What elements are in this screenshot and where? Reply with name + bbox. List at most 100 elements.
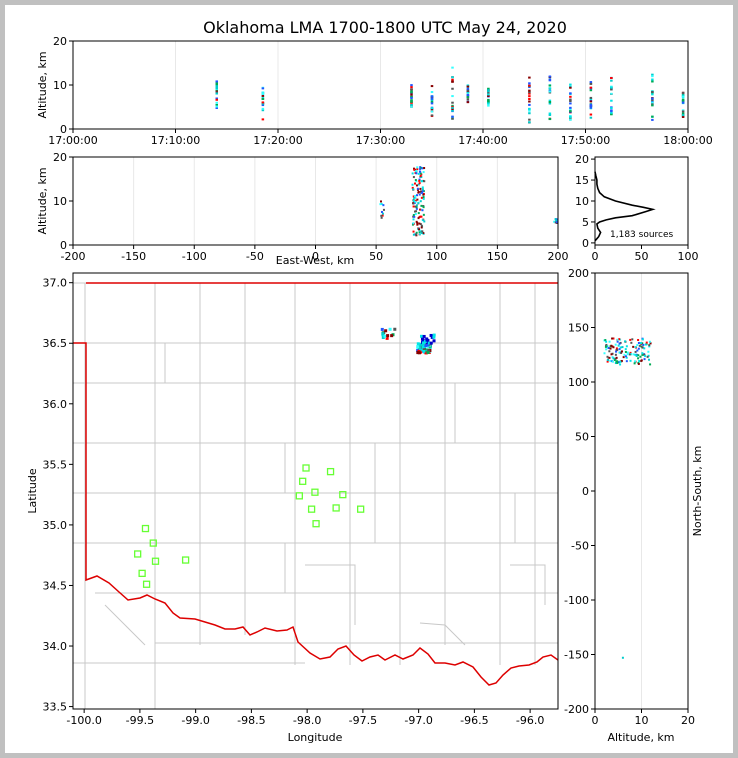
map-source-point	[419, 334, 423, 338]
ns-height-point	[620, 359, 623, 362]
ew-height-xtick: 200	[548, 250, 569, 263]
time-height-point	[681, 112, 685, 115]
time-height-point	[528, 89, 531, 92]
time-height-point	[548, 100, 552, 103]
time-height-ytick: 0	[60, 123, 67, 136]
ns-height-xtick: 10	[635, 714, 649, 727]
ew-height-point	[416, 188, 419, 191]
ns-height-point	[638, 344, 641, 347]
ew-height-point	[420, 226, 423, 229]
time-height-point	[610, 92, 613, 95]
ns-height-ytick: -50	[571, 540, 589, 553]
time-height-point	[651, 73, 654, 76]
time-height-point	[681, 110, 685, 113]
time-height-point	[451, 80, 454, 83]
ew-height-point	[421, 190, 424, 193]
time-height-point	[487, 92, 490, 95]
ns-height-point	[636, 349, 639, 352]
ew-height-point	[555, 221, 558, 224]
time-height-point	[651, 101, 654, 104]
ew-height-point	[413, 168, 416, 171]
ns-height-point	[616, 348, 619, 351]
time-height-point	[215, 80, 218, 83]
time-height-point	[528, 112, 531, 115]
time-height-point	[589, 103, 593, 106]
station-marker	[302, 464, 310, 472]
time-height-point	[487, 90, 490, 93]
time-height-point	[569, 86, 572, 89]
ew-height-point	[421, 180, 424, 183]
ns-height-point	[617, 361, 620, 364]
map-source-point	[429, 341, 433, 345]
ew-height-point	[422, 179, 425, 182]
ns-height-xtick: 20	[681, 714, 695, 727]
ns-height-point	[640, 359, 643, 362]
time-height-point	[651, 75, 654, 78]
ew-height-point	[419, 200, 422, 203]
time-height-point	[466, 94, 470, 97]
ew-height-ylabel: Altitude, km	[36, 167, 49, 234]
ew-height-point	[419, 187, 422, 190]
map-xtick: -96.5	[460, 714, 488, 727]
time-height-point	[569, 83, 572, 86]
time-height-point	[466, 101, 470, 104]
ns-height-point	[613, 359, 616, 362]
ns-height-point	[637, 357, 640, 360]
ns-height-point	[606, 355, 609, 358]
ew-height-point	[419, 167, 422, 170]
ew-height-point	[414, 200, 417, 203]
ew-height-xtick: 0	[312, 250, 319, 263]
ew-height-point	[415, 231, 418, 234]
ns-height-point	[646, 355, 649, 358]
ew-height-point	[554, 218, 557, 221]
ew-height-point	[414, 210, 417, 213]
figure-canvas: Oklahoma LMA 1700-1800 UTC May 24, 2020 …	[26, 18, 713, 744]
time-height-xtick: 17:40:00	[458, 134, 507, 147]
ns-height-point	[615, 347, 618, 350]
ns-height-point	[642, 343, 645, 346]
ew-height-point	[419, 170, 422, 173]
ew-height-xtick: 50	[369, 250, 383, 263]
ns-height-point	[643, 358, 646, 361]
time-height-point	[451, 107, 454, 110]
time-height-point	[589, 97, 593, 100]
map-ytick: 35.5	[43, 458, 68, 471]
time-height-point	[651, 90, 654, 93]
ew-height-point	[421, 186, 424, 189]
time-height-point	[466, 85, 470, 88]
station-marker	[311, 488, 319, 496]
ns-height-point	[626, 351, 629, 354]
ns-height-point	[605, 343, 608, 346]
time-height-point	[410, 84, 413, 87]
ew-height-point	[421, 167, 424, 170]
time-height-point	[528, 92, 531, 95]
ew-height-point	[380, 216, 383, 219]
time-height-point	[451, 104, 454, 107]
time-height-point	[261, 91, 265, 94]
time-height-point	[548, 75, 552, 78]
map-source-point	[424, 344, 428, 348]
ns-height-point	[604, 345, 607, 348]
ew-height-point	[412, 233, 415, 236]
time-height-point	[528, 118, 531, 121]
ns-height-ylabel: North-South, km	[691, 446, 704, 537]
ns-height-point	[624, 340, 627, 343]
map-xtick: -97.0	[404, 714, 432, 727]
ns-height-point	[609, 359, 612, 362]
ns-height-point	[644, 355, 647, 358]
ns-height-panel: 0 10 20 -200 -150 -100 -50 0 50 100 150 200 Altitud…	[564, 267, 704, 744]
ns-height-point	[620, 351, 623, 354]
ns-height-point	[604, 339, 607, 342]
time-height-point	[451, 106, 454, 109]
time-height-point	[610, 110, 613, 113]
time-height-point	[651, 93, 654, 96]
ns-height-point	[621, 656, 624, 659]
map-source-point	[386, 334, 390, 338]
time-height-point	[528, 95, 531, 98]
ns-height-ytick: 150	[568, 322, 589, 335]
time-height-xtick: 17:30:00	[356, 134, 405, 147]
ew-height-point	[416, 194, 419, 197]
map-source-point	[416, 342, 420, 346]
ns-height-point	[611, 352, 614, 355]
ns-height-point	[611, 360, 614, 363]
